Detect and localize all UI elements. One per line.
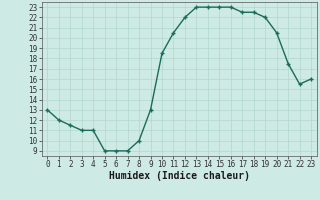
X-axis label: Humidex (Indice chaleur): Humidex (Indice chaleur) [109, 171, 250, 181]
